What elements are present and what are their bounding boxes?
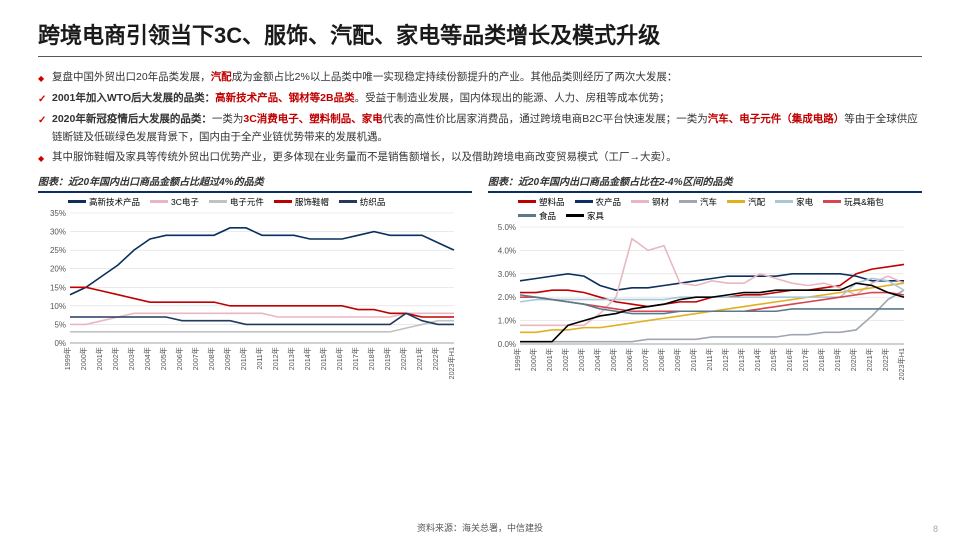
svg-text:1.0%: 1.0% <box>498 316 516 325</box>
svg-text:2020年: 2020年 <box>399 347 408 370</box>
page-title: 跨境电商引领当下3C、服饰、汽配、家电等品类增长及模式升级 <box>38 18 922 57</box>
svg-text:2002年: 2002年 <box>561 348 570 371</box>
svg-text:2022年: 2022年 <box>881 348 890 371</box>
svg-text:4.0%: 4.0% <box>498 246 516 255</box>
svg-text:2008年: 2008年 <box>207 347 216 370</box>
svg-text:2008年: 2008年 <box>657 348 666 371</box>
left-legend: 高新技术产品 3C电子电子元件服饰鞋帽纺织品 <box>68 196 472 208</box>
svg-text:2001年: 2001年 <box>95 347 104 370</box>
svg-text:2017年: 2017年 <box>801 348 810 371</box>
page-number: 8 <box>933 524 938 534</box>
svg-text:2009年: 2009年 <box>673 348 682 371</box>
svg-text:2004年: 2004年 <box>143 347 152 370</box>
svg-text:2022年: 2022年 <box>431 347 440 370</box>
svg-text:1999年: 1999年 <box>513 348 522 371</box>
svg-text:0.0%: 0.0% <box>498 340 516 349</box>
svg-text:2011年: 2011年 <box>255 347 264 370</box>
right-legend: 塑料品农产品钢材汽车汽配家电玩具&箱包食品家具 <box>518 196 922 222</box>
svg-text:2021年: 2021年 <box>415 347 424 370</box>
svg-text:2003年: 2003年 <box>577 348 586 371</box>
legend-item: 服饰鞋帽 <box>274 196 329 208</box>
svg-text:20%: 20% <box>50 264 66 273</box>
svg-text:2014年: 2014年 <box>753 348 762 371</box>
legend-item: 钢材 <box>631 196 669 208</box>
divider <box>488 191 922 193</box>
legend-item: 高新技术产品 <box>68 196 140 208</box>
svg-text:35%: 35% <box>50 209 66 218</box>
svg-text:2020年: 2020年 <box>849 348 858 371</box>
svg-text:2000年: 2000年 <box>529 348 538 371</box>
svg-text:2012年: 2012年 <box>721 348 730 371</box>
svg-text:2012年: 2012年 <box>271 347 280 370</box>
bullet-item: 复盘中国外贸出口20年品类发展，汽配成为金额占比2%以上品类中唯一实现稳定持续份… <box>38 69 922 87</box>
svg-text:2011年: 2011年 <box>705 348 714 371</box>
svg-text:3.0%: 3.0% <box>498 270 516 279</box>
bullet-item: 其中服饰鞋帽及家具等传统外贸出口优势产业，更多体现在业务量而不是销售额增长，以及… <box>38 149 922 167</box>
svg-text:2015年: 2015年 <box>319 347 328 370</box>
bullet-list: 复盘中国外贸出口20年品类发展，汽配成为金额占比2%以上品类中唯一实现稳定持续份… <box>38 69 922 167</box>
svg-text:30%: 30% <box>50 227 66 236</box>
source-footer: 资料来源：海关总署，中信建投 <box>0 521 960 534</box>
svg-text:2005年: 2005年 <box>159 347 168 370</box>
legend-item: 电子元件 <box>209 196 264 208</box>
right-chart: 图表：近20年国内出口商品金额占比在2-4%区间的品类 塑料品农产品钢材汽车汽配… <box>488 173 922 398</box>
legend-item: 家具 <box>566 210 604 222</box>
svg-text:2010年: 2010年 <box>239 347 248 370</box>
svg-text:2010年: 2010年 <box>689 348 698 371</box>
svg-text:2013年: 2013年 <box>287 347 296 370</box>
svg-text:2023年H1: 2023年H1 <box>447 347 456 379</box>
legend-item: 纺织品 <box>339 196 386 208</box>
legend-item: 塑料品 <box>518 196 565 208</box>
legend-item: 家电 <box>775 196 813 208</box>
legend-item: 玩具&箱包 <box>823 196 884 208</box>
svg-text:2016年: 2016年 <box>785 348 794 371</box>
svg-text:2004年: 2004年 <box>593 348 602 371</box>
right-chart-title: 图表：近20年国内出口商品金额占比在2-4%区间的品类 <box>488 173 922 188</box>
svg-text:2006年: 2006年 <box>625 348 634 371</box>
legend-item: 3C电子 <box>150 196 199 208</box>
svg-text:2015年: 2015年 <box>769 348 778 371</box>
legend-item: 食品 <box>518 210 556 222</box>
legend-item: 汽车 <box>679 196 717 208</box>
svg-text:2021年: 2021年 <box>865 348 874 371</box>
svg-text:2.0%: 2.0% <box>498 293 516 302</box>
svg-text:1999年: 1999年 <box>63 347 72 370</box>
svg-text:2007年: 2007年 <box>191 347 200 370</box>
svg-text:2000年: 2000年 <box>79 347 88 370</box>
svg-text:15%: 15% <box>50 283 66 292</box>
svg-text:2001年: 2001年 <box>545 348 554 371</box>
svg-text:10%: 10% <box>50 302 66 311</box>
svg-text:5%: 5% <box>54 320 66 329</box>
svg-text:25%: 25% <box>50 246 66 255</box>
svg-text:2016年: 2016年 <box>335 347 344 370</box>
svg-text:2019年: 2019年 <box>383 347 392 370</box>
svg-text:2018年: 2018年 <box>817 348 826 371</box>
svg-text:2023年H1: 2023年H1 <box>897 348 906 380</box>
svg-text:5.0%: 5.0% <box>498 223 516 232</box>
bullet-item: 2001年加入WTO后大发展的品类：高新技术产品、钢材等2B品类。受益于制造业发… <box>38 90 922 108</box>
legend-item: 农产品 <box>575 196 622 208</box>
svg-text:2003年: 2003年 <box>127 347 136 370</box>
svg-text:2018年: 2018年 <box>367 347 376 370</box>
left-chart-title: 图表：近20年国内出口商品金额占比超过4%的品类 <box>38 173 472 188</box>
svg-text:2017年: 2017年 <box>351 347 360 370</box>
bullet-item: 2020年新冠疫情后大发展的品类：一类为3C消费电子、塑料制品、家电代表的高性价… <box>38 111 922 147</box>
svg-text:2006年: 2006年 <box>175 347 184 370</box>
svg-text:2009年: 2009年 <box>223 347 232 370</box>
right-chart-svg: 0.0% 1.0% 2.0% 3.0% 4.0% 5.0% 1999年 2000年 2001年 2… <box>488 223 908 398</box>
svg-text:2005年: 2005年 <box>609 348 618 371</box>
svg-text:2019年: 2019年 <box>833 348 842 371</box>
svg-text:0%: 0% <box>54 339 66 348</box>
divider <box>38 191 472 193</box>
svg-text:2014年: 2014年 <box>303 347 312 370</box>
legend-item: 汽配 <box>727 196 765 208</box>
svg-text:2013年: 2013年 <box>737 348 746 371</box>
left-chart-svg: 0% 5% 10% 15% 20% 25% 30% 35% 1999年 2000年 2001年 200… <box>38 209 458 397</box>
left-chart: 图表：近20年国内出口商品金额占比超过4%的品类 高新技术产品 3C电子电子元件服… <box>38 173 472 398</box>
svg-text:2007年: 2007年 <box>641 348 650 371</box>
svg-text:2002年: 2002年 <box>111 347 120 370</box>
